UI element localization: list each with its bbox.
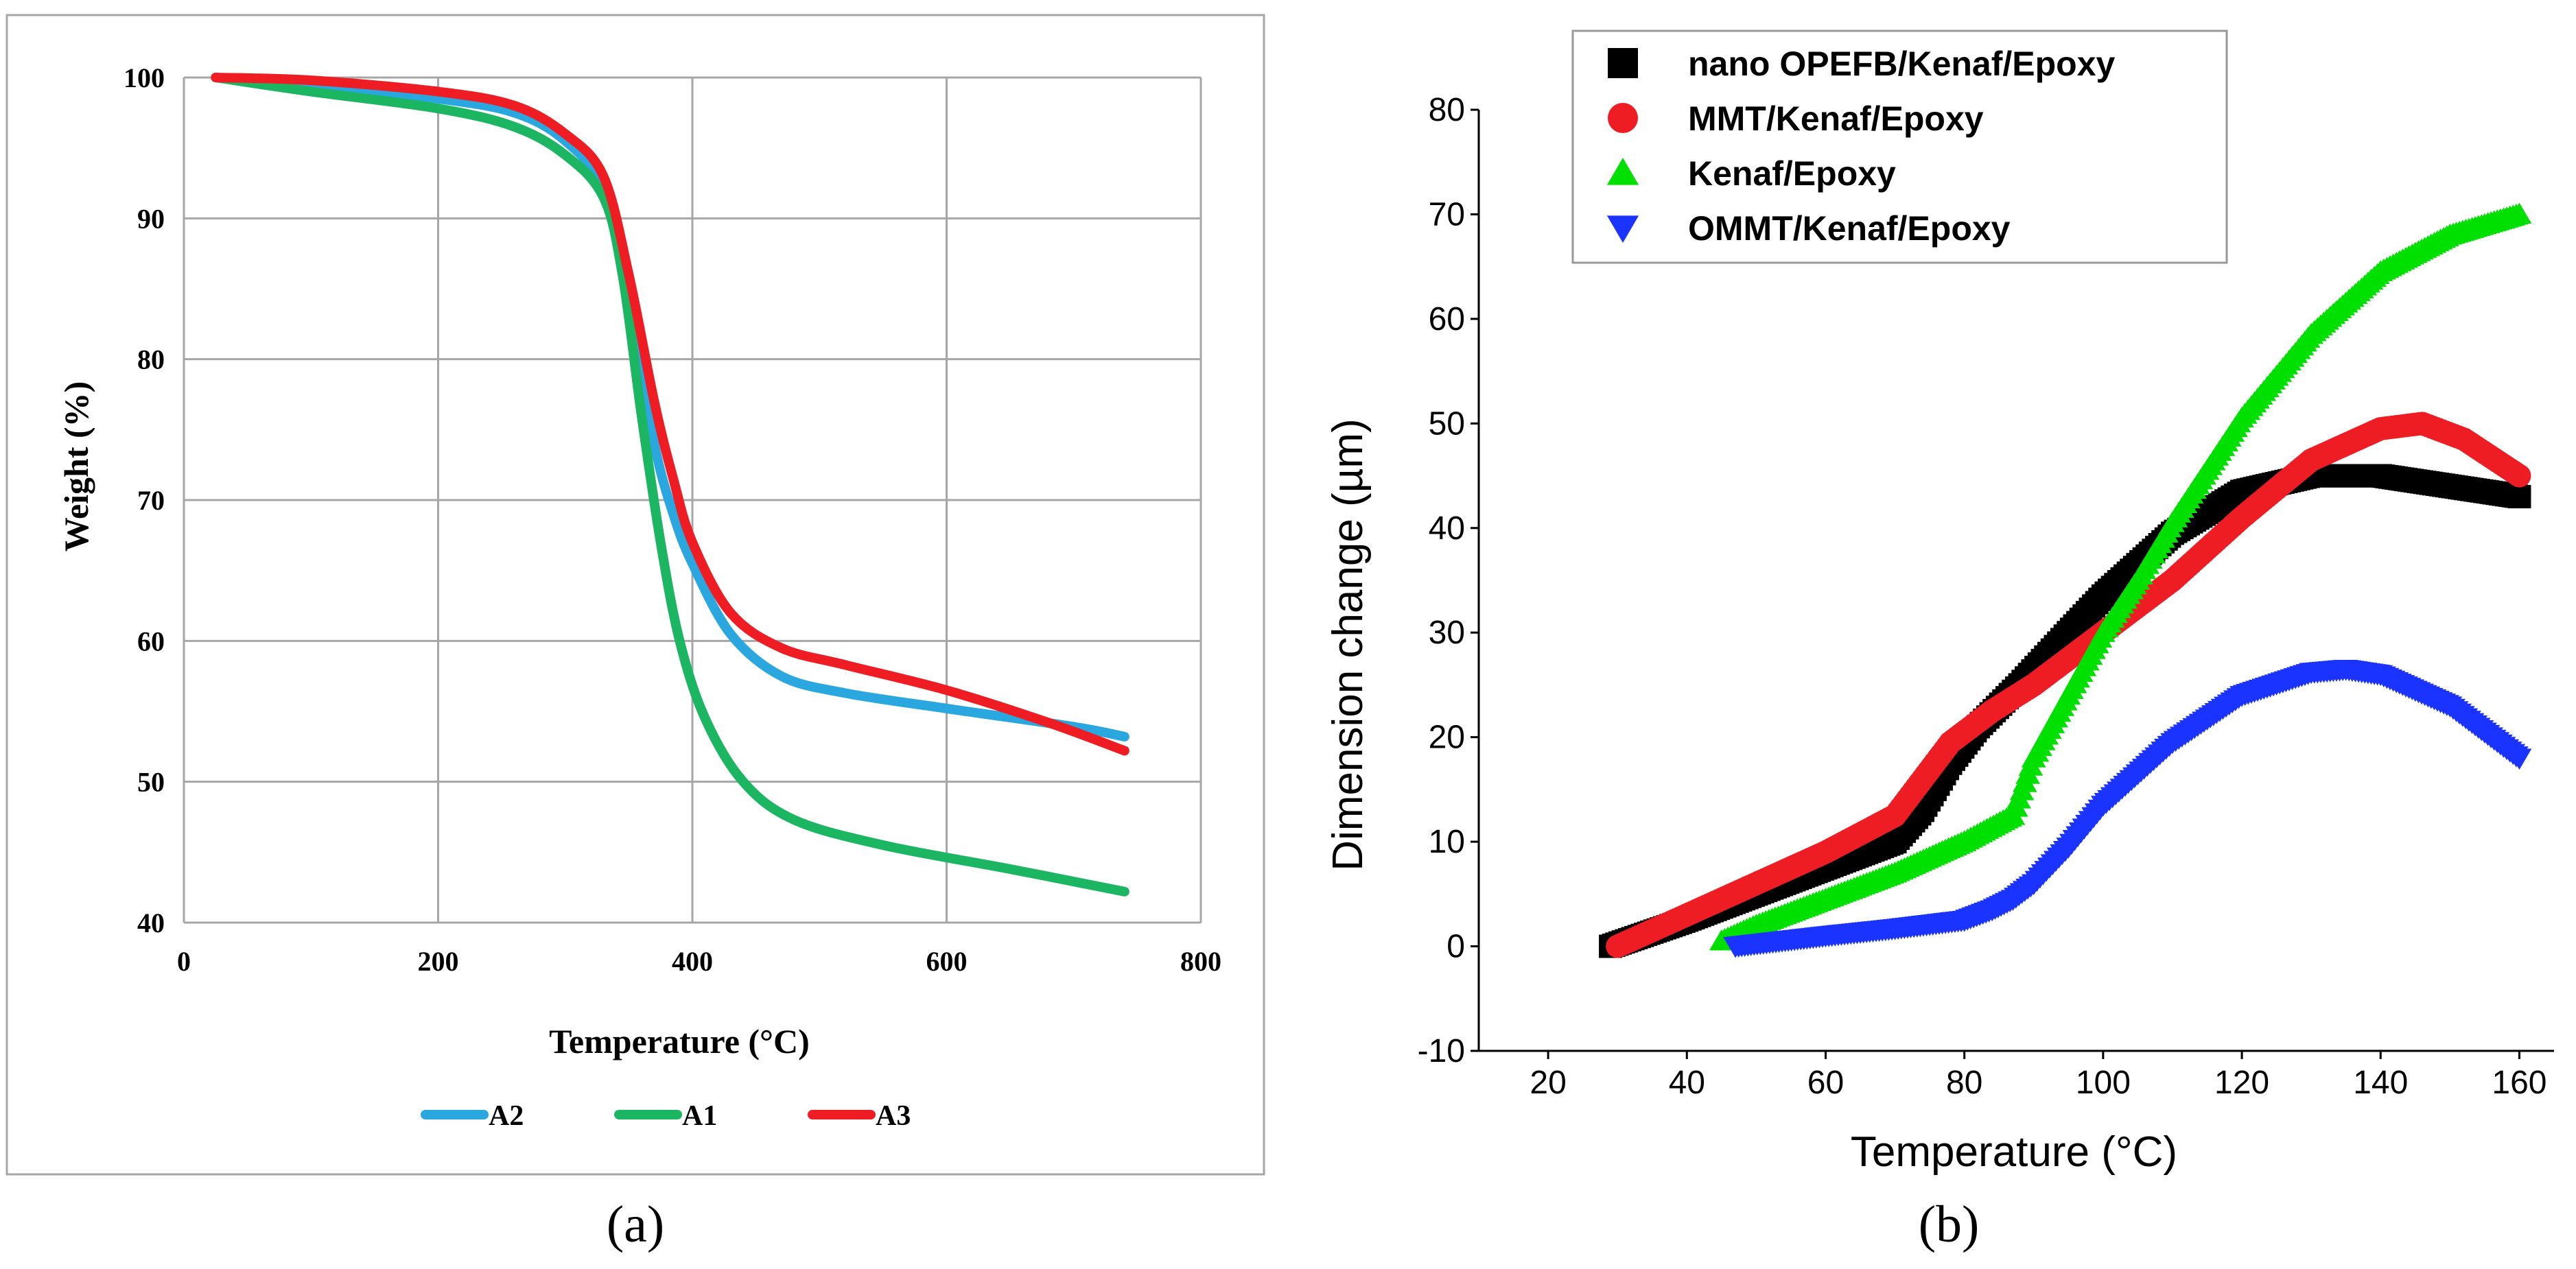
panel-b-axes [1471, 108, 2554, 1059]
panel-b-legend-swatch-nano-opefb-kenaf-epoxy [1608, 48, 1638, 78]
panel-b-legend-swatch-kenaf-epoxy [1606, 158, 1639, 185]
panel-a-border [5, 14, 1265, 1176]
panel-a-y-tick-label: 90 [137, 203, 165, 234]
panel-b-y-tick-label: 40 [1429, 510, 1465, 547]
panel-b-y-tick-label: -10 [1418, 1033, 1465, 1069]
panel-a-y-tick-label: 100 [124, 62, 165, 93]
panel-b-legend-swatch-mmt-kenaf-epoxy [1608, 103, 1638, 133]
panel-b-y-tick-label: 10 [1429, 824, 1465, 860]
panel-a-x-tick-label: 800 [1180, 946, 1221, 977]
panel-b-legend-label: nano OPEFB/Kenaf/Epoxy [1688, 45, 2116, 83]
panel-b-legend-swatch-ommt-kenaf-epoxy [1606, 215, 1639, 243]
panel-a-legend-label: A3 [876, 1100, 911, 1132]
panel-b-legend-label: Kenaf/Epoxy [1688, 154, 1896, 193]
panel-b-y-tick-label: 80 [1429, 92, 1465, 128]
panel-b-legend-label: OMMT/Kenaf/Epoxy [1688, 209, 2011, 248]
panel-a-x-tick-label: 0 [177, 946, 191, 977]
panel-b-marker [2507, 485, 2531, 509]
panel-b-x-tick-label: 160 [2492, 1065, 2546, 1101]
panel-b-x-tick-label: 60 [1807, 1065, 1844, 1101]
panel-b-x-tick-label: 140 [2353, 1065, 2408, 1101]
panel-b-series-ommt-kenaf-epoxy [1723, 659, 2532, 958]
panel-a-x-axis-label: Temperature (°C) [549, 1022, 810, 1060]
panel-a-x-tick-label: 600 [926, 946, 968, 977]
panel-a-x-tick-label: 200 [418, 946, 459, 977]
panel-b-legend-box [1571, 29, 2228, 264]
panel-a-series [211, 73, 1129, 897]
panel-b-y-tick-label: 50 [1429, 405, 1465, 442]
panel-b-marker [2507, 464, 2531, 488]
panel-b-x-tick-label: 40 [1669, 1065, 1705, 1101]
panel-b-x-tick-label: 120 [2214, 1065, 2269, 1101]
panel-b-series [1599, 202, 2532, 958]
panel-a-tick-labels: 40 50 60 70 80 90 100 0 200 400 600 800 [124, 62, 1221, 977]
panel-a-series-a3-line [211, 73, 1129, 756]
panel-b-series-mmt-kenaf-epoxy [1606, 412, 2531, 958]
panel-b-tick-labels: -10 0 10 20 30 40 50 60 70 80 20 40 60 80 100 120 140 160 [1418, 92, 2547, 1101]
panel-b-x-axis-label: Temperature (°C) [1851, 1128, 2177, 1176]
panel-b-marker [2507, 202, 2532, 224]
caption-b: (b) [1919, 1196, 1980, 1253]
panel-b-y-axis-label: Dimension change (µm) [1324, 418, 1372, 870]
panel-a-series-a2-line [211, 73, 1129, 742]
panel-a-legend: A2 A1 A3 [421, 1100, 911, 1132]
panel-b: -10 0 10 20 30 40 50 60 70 80 20 40 60 80 100 120 140 160… [1324, 29, 2554, 1176]
panel-a-y-tick-label: 80 [137, 344, 165, 375]
panel-b-y-tick-label: 0 [1447, 929, 1465, 965]
panel-b-legend: nano OPEFB/Kenaf/Epoxy MMT/Kenaf/Epoxy Ken… [1571, 29, 2228, 264]
panel-a-grid [183, 76, 1202, 924]
panel-b-x-tick-label: 20 [1530, 1065, 1566, 1101]
panel-a-y-tick-label: 50 [137, 767, 165, 798]
panel-b-x-tick-label: 80 [1946, 1065, 1982, 1101]
panel-a-legend-label: A1 [682, 1100, 717, 1132]
panel-b-series-kenaf-epoxy [1709, 202, 2532, 951]
panel-a-y-axis-label: Weight (%) [57, 381, 95, 552]
panel-b-marker [2507, 748, 2532, 770]
panel-b-x-tick-label: 100 [2076, 1065, 2131, 1101]
panel-a: 40 50 60 70 80 90 100 0 200 400 600 800 Temperature… [5, 14, 1265, 1176]
panel-a-y-tick-label: 60 [137, 626, 165, 656]
panel-a-series-a1-line [211, 73, 1129, 897]
panel-a-x-tick-label: 400 [672, 946, 713, 977]
panel-b-legend-label: MMT/Kenaf/Epoxy [1688, 99, 1984, 138]
panel-b-y-tick-label: 70 [1429, 196, 1465, 233]
caption-a: (a) [607, 1196, 664, 1253]
panel-a-y-tick-label: 40 [137, 908, 165, 938]
panel-b-y-tick-label: 30 [1429, 615, 1465, 651]
panel-b-y-tick-label: 20 [1429, 720, 1465, 756]
panel-a-y-tick-label: 70 [137, 485, 165, 516]
panel-a-legend-label: A2 [489, 1100, 524, 1132]
panel-b-y-tick-label: 60 [1429, 301, 1465, 337]
